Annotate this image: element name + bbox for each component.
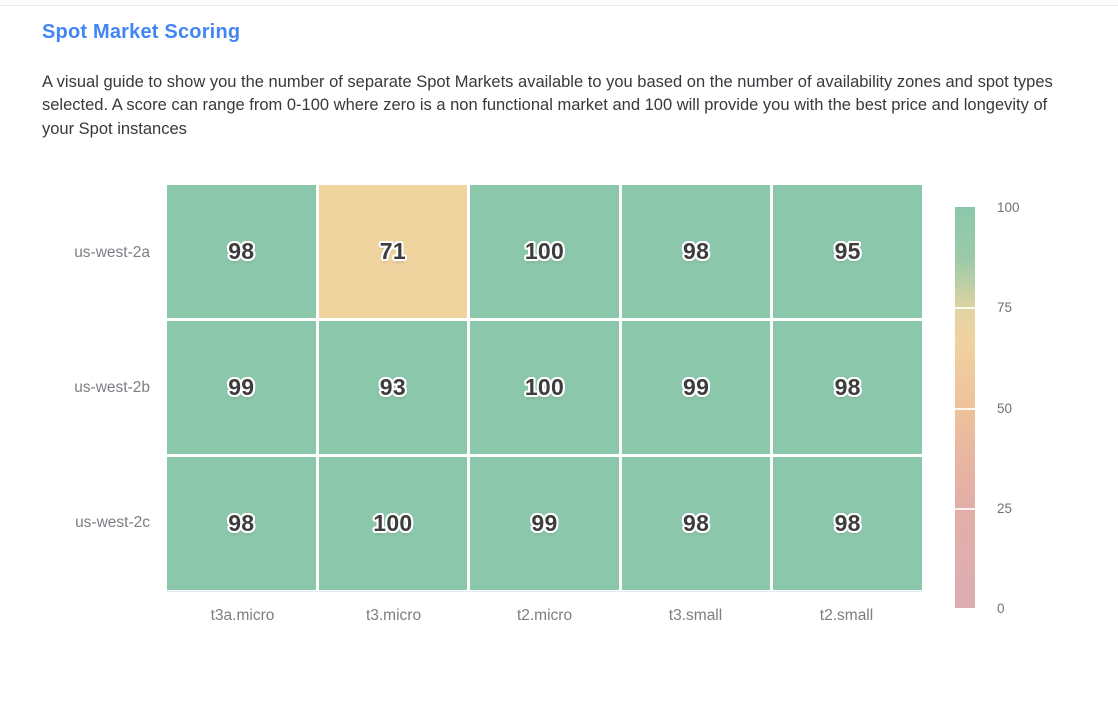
- x-axis-label-t3a.micro: t3a.micro: [210, 607, 275, 624]
- x-axis-label-t2.micro: t2.micro: [516, 607, 573, 624]
- y-axis-label-us-west-2b: us-west-2b: [74, 379, 150, 396]
- heatmap-cell-us-west-2c-t3a.micro[interactable]: 98: [167, 457, 316, 590]
- cell-value: 100: [524, 374, 565, 400]
- colorbar-tick-25: [955, 507, 975, 510]
- cell-value: 100: [373, 510, 413, 536]
- cell-value: 99: [531, 510, 558, 536]
- colorbar-label-50: 50: [997, 401, 1013, 416]
- colorbar-label-25: 25: [997, 501, 1013, 516]
- cell-value: 98: [683, 238, 710, 264]
- cell-value: 98: [834, 510, 861, 536]
- colorbar-gradient: [955, 207, 975, 608]
- x-axis-label-t2.small: t2.small: [819, 607, 874, 624]
- heatmap-cell-us-west-2b-t3.small[interactable]: 99: [621, 321, 771, 454]
- y-axis-label-us-west-2a: us-west-2a: [74, 244, 150, 261]
- cell-value: 99: [683, 374, 710, 400]
- x-axis-line: [167, 591, 922, 592]
- cell-value: 93: [379, 374, 406, 400]
- heatmap-cell-us-west-2a-t2.small[interactable]: 95: [773, 185, 922, 318]
- cell-value: 99: [228, 374, 255, 400]
- cell-value: 98: [683, 510, 710, 536]
- heatmap-cell-us-west-2a-t2.micro[interactable]: 100: [470, 185, 619, 318]
- cell-value: 98: [228, 238, 255, 264]
- x-axis-label-t3.small: t3.small: [668, 607, 723, 624]
- x-axis-label-t3.micro: t3.micro: [365, 607, 422, 624]
- heatmap-cell-us-west-2b-t3a.micro[interactable]: 99: [167, 321, 316, 454]
- heatmap-cell-us-west-2a-t3a.micro[interactable]: 98: [167, 185, 316, 318]
- heatmap-cell-us-west-2b-t3.micro[interactable]: 93: [318, 321, 468, 454]
- heatmap-cell-us-west-2c-t3.small[interactable]: 98: [621, 457, 771, 590]
- cell-value: 98: [834, 374, 861, 400]
- heatmap-cell-us-west-2c-t2.micro[interactable]: 99: [470, 457, 619, 590]
- heatmap-cell-us-west-2a-t3.small[interactable]: 98: [621, 185, 771, 318]
- heatmap-cell-us-west-2b-t2.small[interactable]: 98: [773, 321, 922, 454]
- y-axis-label-us-west-2c: us-west-2c: [75, 514, 150, 531]
- heatmap-cell-us-west-2c-t2.small[interactable]: 98: [773, 457, 922, 590]
- colorbar-label-100: 100: [997, 200, 1020, 215]
- cell-value: 71: [379, 238, 406, 264]
- top-divider: [0, 5, 1118, 6]
- heatmap: 98 71 100 98 95 99 93 100 99 98 98 100 9…: [167, 185, 922, 590]
- page-title: Spot Market Scoring: [42, 21, 241, 43]
- colorbar-tick-50: [955, 407, 975, 410]
- heatmap-cell-us-west-2b-t2.micro[interactable]: 100: [470, 321, 619, 454]
- colorbar-label-0: 0: [997, 601, 1005, 616]
- heatmap-cell-us-west-2c-t3.micro[interactable]: 100: [318, 457, 468, 590]
- cell-value: 95: [834, 238, 861, 264]
- colorbar-tick-75: [955, 307, 975, 310]
- colorbar-label-75: 75: [997, 300, 1013, 315]
- page-description: A visual guide to show you the number of…: [42, 73, 1053, 138]
- cell-value: 98: [228, 510, 255, 536]
- heatmap-cell-us-west-2a-t3.micro[interactable]: 71: [318, 185, 468, 318]
- cell-value: 100: [524, 238, 565, 264]
